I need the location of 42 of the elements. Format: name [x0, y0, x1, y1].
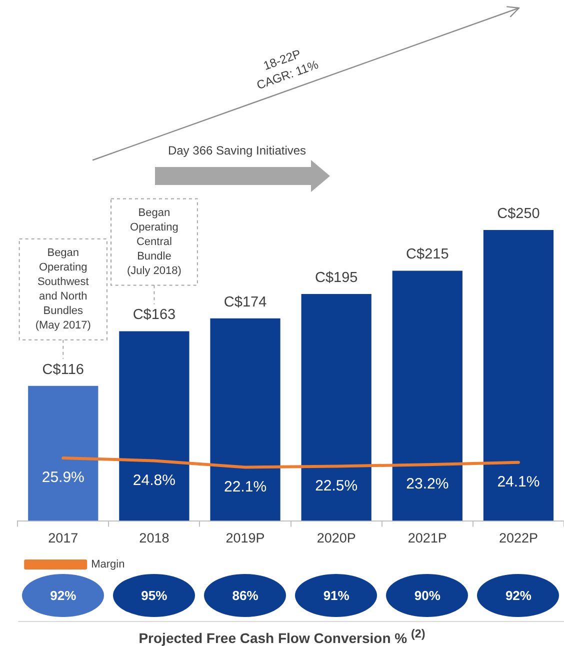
- data-label: C$195: [314, 270, 358, 286]
- x-tick-label: 2022P: [498, 530, 538, 546]
- data-label: C$250: [497, 206, 540, 222]
- data-label: 95%: [141, 588, 168, 603]
- text: 18-22P CAGR: 11%: [254, 46, 320, 92]
- data-label: 23.2%: [406, 476, 449, 493]
- bar: [301, 294, 372, 521]
- data-label: C$215: [406, 246, 449, 263]
- data-label: 22.5%: [315, 477, 358, 494]
- bar: [210, 318, 280, 521]
- data-label: 24.8%: [132, 472, 176, 489]
- text: Margin: [91, 558, 125, 571]
- oval: 90%: [386, 574, 468, 617]
- data-label: 91%: [323, 588, 350, 603]
- x-tick-label: 2018: [139, 530, 170, 546]
- data-label: 22.1%: [224, 478, 267, 496]
- data-label: 86%: [232, 588, 258, 603]
- bar: [119, 331, 190, 521]
- data-label: 25.9%: [42, 469, 84, 486]
- bar: [483, 230, 554, 521]
- data-label: 92%: [50, 588, 76, 603]
- x-tick-label: 2017: [48, 530, 78, 546]
- x-tick-label: 2020P: [316, 530, 356, 546]
- annotation: Began Operating Central Bundle (July 2018): [126, 206, 182, 277]
- bar: [392, 270, 462, 521]
- text: Projected Free Cash Flow Conversion % $^{(2)}$: [138, 627, 426, 646]
- data-label: 90%: [414, 588, 440, 603]
- oval: 92%: [477, 574, 560, 617]
- annotation: Began Operating Southwest and North Bundles (May 2017): [35, 247, 91, 332]
- data-label: 92%: [505, 588, 532, 603]
- data-label: C$116: [42, 362, 84, 378]
- data-label: C$163: [132, 307, 176, 324]
- data-label: C$174: [224, 294, 267, 310]
- oval: 86%: [204, 574, 286, 617]
- oval: 92%: [22, 574, 104, 617]
- oval: 91%: [295, 574, 378, 617]
- x-tick-label: 2019P: [226, 530, 265, 546]
- bar: [28, 386, 98, 521]
- x-tick-label: 2021P: [408, 530, 447, 546]
- oval: 95%: [113, 574, 196, 617]
- text: Day 366 Saving Initiatives: [168, 143, 306, 158]
- data-label: 24.1%: [497, 474, 540, 491]
